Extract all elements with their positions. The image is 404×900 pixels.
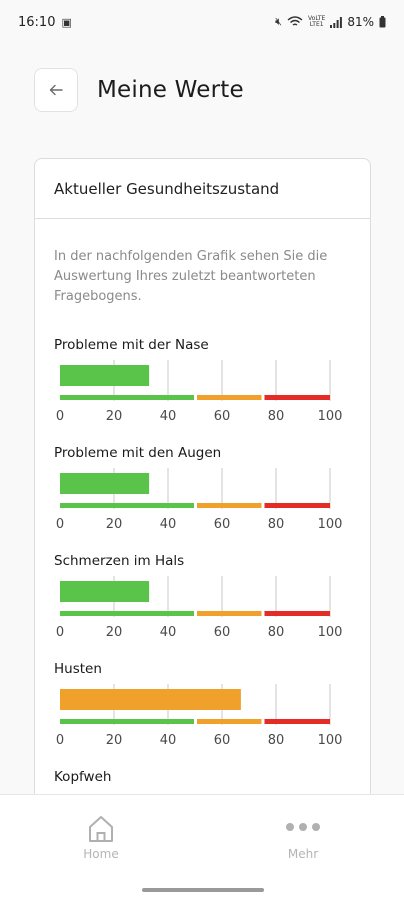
metric-block: Husten 0 20 40 60 80 100 (54, 661, 354, 748)
tick-label: 100 (318, 733, 343, 748)
home-icon (89, 816, 113, 842)
tick-label: 0 (56, 517, 64, 532)
metric-title: Kopfweh (54, 769, 112, 785)
bottom-navigation: Home Mehr (0, 795, 404, 900)
tick-label: 100 (318, 409, 343, 424)
arrow-left-icon (49, 84, 63, 96)
tick-label: 60 (214, 733, 231, 748)
tick-label: 60 (214, 625, 231, 640)
metric-block: Schmerzen im Hals 0 20 40 60 80 100 (54, 553, 354, 640)
tick-label: 20 (106, 733, 123, 748)
zone-segment (264, 395, 330, 400)
tick-label: 0 (56, 409, 64, 424)
tick-label: 100 (318, 517, 343, 532)
zone-segment (60, 719, 194, 724)
metric-chart: 0 20 40 60 80 100 (56, 684, 343, 748)
tick-label: 80 (268, 517, 285, 532)
status-bar: 16:10 ▣ 🔇︎ VoLTE LTE1 81% (0, 0, 404, 44)
nav-label-more: Mehr (287, 847, 319, 861)
zone-segment (197, 611, 262, 616)
metric-block: Kopfweh (54, 769, 354, 789)
tick-label: 40 (160, 733, 177, 748)
metric-block: Probleme mit den Augen 0 20 40 60 80 100 (54, 445, 354, 532)
nav-item-home[interactable]: Home (0, 795, 202, 900)
page-header: Meine Werte (34, 68, 244, 112)
wifi-icon (287, 16, 303, 26)
tick-label: 60 (214, 517, 231, 532)
tick-label: 40 (160, 517, 177, 532)
gallery-notification-icon: ▣ (61, 15, 72, 29)
nav-item-more[interactable]: Mehr (202, 795, 404, 900)
card-intro-text: In der nachfolgenden Grafik sehen Sie di… (54, 249, 328, 304)
zone-segment (264, 503, 330, 508)
signal-icon (330, 16, 343, 28)
value-bar (60, 473, 150, 494)
tick-label: 60 (214, 409, 231, 424)
value-bar (60, 689, 241, 710)
tick-label: 20 (106, 409, 123, 424)
metric-title: Probleme mit den Augen (54, 445, 222, 461)
tick-label: 0 (56, 625, 64, 640)
tick-label: 80 (268, 733, 285, 748)
health-status-card: Aktueller Gesundheitszustand In der nach… (34, 158, 371, 808)
metric-chart: 0 20 40 60 80 100 (56, 576, 343, 640)
zone-segment (60, 503, 194, 508)
metric-title: Probleme mit der Nase (54, 337, 209, 353)
tick-label: 80 (268, 409, 285, 424)
zone-segment (197, 503, 262, 508)
tick-label: 100 (318, 625, 343, 640)
battery-icon (379, 16, 386, 28)
tick-label: 0 (56, 733, 64, 748)
zone-segment (60, 395, 194, 400)
tick-label: 80 (268, 625, 285, 640)
metric-chart: 0 20 40 60 80 100 (56, 468, 343, 532)
network-type-top: VoLTE (308, 15, 326, 22)
zone-segment (197, 395, 262, 400)
network-type-bottom: LTE1 (309, 21, 324, 28)
bottom-nav-divider (0, 794, 404, 795)
zone-segment (264, 611, 330, 616)
home-indicator (142, 888, 264, 892)
zone-segment (60, 611, 194, 616)
zone-segment (264, 719, 330, 724)
tick-label: 20 (106, 625, 123, 640)
mute-icon: 🔇︎ (275, 15, 283, 28)
tick-label: 20 (106, 517, 123, 532)
tick-label: 40 (160, 625, 177, 640)
battery-percent: 81% (347, 15, 374, 29)
back-button[interactable] (34, 68, 78, 112)
card-title: Aktueller Gesundheitszustand (35, 159, 370, 219)
page-title: Meine Werte (97, 77, 244, 103)
metric-title: Husten (54, 661, 102, 677)
metric-title: Schmerzen im Hals (54, 553, 185, 569)
status-left: 16:10 ▣ (18, 15, 72, 30)
zone-segment (197, 719, 262, 724)
status-right: 🔇︎ VoLTE LTE1 81% (275, 15, 386, 29)
metric-chart: 0 20 40 60 80 100 (56, 360, 343, 424)
network-type-label: VoLTE LTE1 (308, 16, 325, 28)
tick-label: 40 (160, 409, 177, 424)
metric-block: Probleme mit der Nase 0 20 40 60 80 100 (54, 337, 354, 424)
more-dots-icon (286, 823, 320, 831)
status-time: 16:10 (18, 14, 56, 30)
value-bar (60, 581, 150, 602)
nav-label-home: Home (83, 847, 119, 861)
value-bar (60, 365, 150, 386)
